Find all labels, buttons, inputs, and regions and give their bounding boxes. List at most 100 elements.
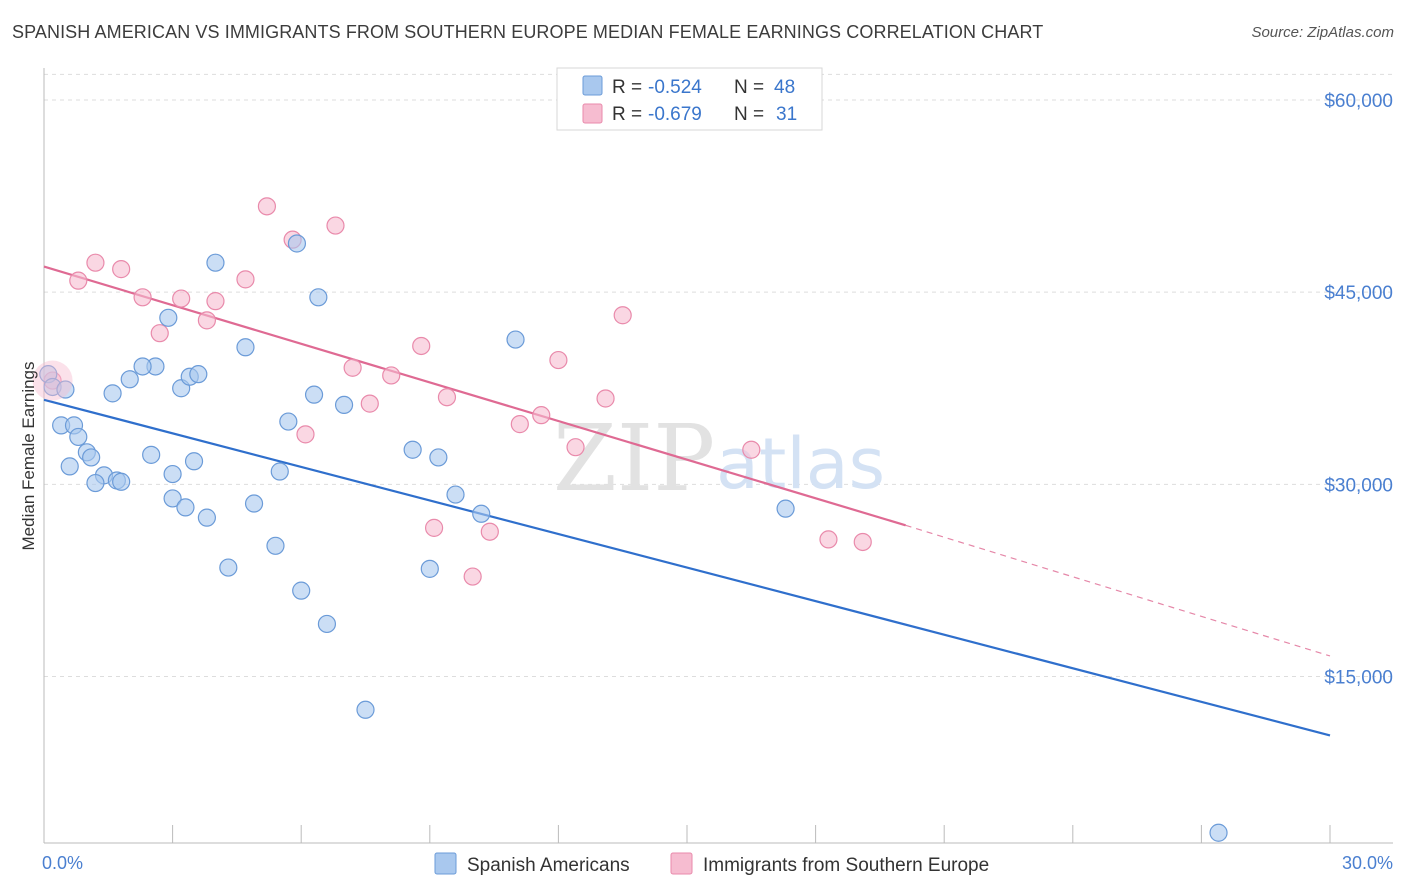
trend-line-1 — [43, 265, 906, 527]
point-spanish-american-2 — [56, 380, 75, 399]
point-southern-europe-9 — [236, 270, 255, 289]
trend-line-0 — [43, 398, 1331, 737]
watermark-atlas: atlas — [716, 423, 885, 505]
point-spanish-american-19 — [163, 489, 182, 508]
trend-lines — [43, 265, 1331, 737]
data-points — [32, 197, 1228, 842]
point-southern-europe-29 — [819, 530, 838, 549]
x-tick-label-30: 30.0% — [1342, 853, 1393, 873]
y-tick-label-3: $60,000 — [1324, 91, 1393, 112]
point-spanish-american-35 — [292, 581, 311, 600]
point-spanish-american-14 — [103, 384, 122, 403]
legend-swatch-blue — [582, 75, 603, 96]
legend-n-value-pink: 31 — [776, 104, 797, 125]
series-legend-swatch-pink — [670, 852, 693, 875]
point-southern-europe-15 — [360, 394, 379, 413]
point-southern-europe-21 — [480, 522, 499, 541]
point-spanish-american-34 — [287, 234, 307, 253]
point-southern-europe-16 — [382, 366, 401, 385]
point-southern-europe-10 — [257, 197, 277, 216]
legend-r-value-blue: -0.524 — [648, 77, 702, 98]
axes — [43, 68, 1393, 844]
source-credit: Source: ZipAtlas.com — [1251, 24, 1394, 41]
point-spanish-american-46 — [506, 330, 525, 349]
point-spanish-american-18 — [159, 308, 178, 327]
point-spanish-american-33 — [279, 412, 298, 431]
y-tick-label-1: $30,000 — [1324, 475, 1393, 496]
point-spanish-american-30 — [244, 494, 264, 513]
legend-r-label-pink: R = — [612, 104, 642, 125]
series-legend-label-pink: Immigrants from Southern Europe — [703, 855, 989, 876]
point-southern-europe-20 — [463, 567, 482, 586]
point-southern-europe-1 — [69, 271, 88, 290]
point-spanish-american-27 — [206, 253, 225, 272]
point-spanish-american-17 — [142, 445, 161, 464]
point-southern-europe-5 — [150, 324, 169, 343]
legend-n-label-pink: N = — [734, 104, 764, 125]
point-spanish-american-21 — [184, 452, 204, 471]
point-southern-europe-8 — [206, 292, 225, 311]
point-spanish-american-40 — [356, 700, 375, 719]
point-spanish-american-16 — [133, 357, 152, 376]
point-southern-europe-7 — [197, 311, 216, 330]
point-spanish-american-42 — [420, 559, 439, 578]
point-southern-europe-30 — [853, 532, 872, 552]
legend-n-label-blue: N = — [734, 77, 764, 98]
point-spanish-american-10 — [86, 473, 105, 493]
point-spanish-american-8 — [60, 457, 79, 476]
y-tick-label-0: $15,000 — [1324, 667, 1393, 688]
point-spanish-american-25 — [189, 365, 208, 384]
series-legend-swatch-blue — [434, 852, 457, 875]
point-spanish-american-22 — [163, 464, 182, 484]
legend-r-value-pink: -0.679 — [648, 104, 702, 125]
legend-n-value-blue: 48 — [774, 77, 795, 98]
point-spanish-american-41 — [403, 440, 422, 459]
point-southern-europe-6 — [172, 289, 191, 308]
point-spanish-american-12 — [112, 472, 131, 491]
point-spanish-american-28 — [219, 558, 238, 577]
point-spanish-american-37 — [309, 288, 328, 307]
point-spanish-american-31 — [266, 536, 285, 555]
point-southern-europe-27 — [613, 306, 632, 325]
point-southern-europe-13 — [326, 216, 345, 235]
point-spanish-american-38 — [317, 614, 337, 634]
x-tick-labels: 0.0% 30.0% — [42, 853, 1393, 873]
point-spanish-american-26 — [197, 508, 216, 527]
point-southern-europe-14 — [343, 358, 362, 377]
point-southern-europe-cluster — [32, 360, 73, 401]
point-spanish-american-39 — [334, 395, 354, 415]
point-spanish-american-48 — [1209, 823, 1228, 842]
point-spanish-american-43 — [429, 448, 448, 467]
point-spanish-american-29 — [236, 338, 255, 357]
x-tick-label-0: 0.0% — [42, 853, 83, 873]
point-southern-europe-28 — [742, 440, 761, 459]
point-spanish-american-5 — [69, 427, 88, 447]
point-spanish-american-47 — [776, 499, 795, 518]
point-spanish-american-20 — [176, 498, 195, 517]
point-spanish-american-7 — [82, 448, 101, 467]
point-southern-europe-2 — [86, 253, 105, 272]
stats-legend: R = -0.524 N = 48 R = -0.679 N = 31 — [556, 67, 823, 131]
series-legend-label-blue: Spanish Americans — [467, 855, 630, 876]
point-southern-europe-22 — [510, 415, 529, 434]
chart-title: SPANISH AMERICAN VS IMMIGRANTS FROM SOUT… — [12, 22, 1044, 42]
point-spanish-american-44 — [446, 485, 465, 504]
y-axis-label: Median Female Earnings — [19, 362, 38, 551]
series-legend: Spanish Americans Immigrants from Southe… — [434, 852, 989, 876]
point-spanish-american-32 — [270, 462, 289, 481]
point-southern-europe-4 — [133, 288, 152, 307]
gridlines — [44, 73, 1393, 677]
point-southern-europe-26 — [596, 389, 615, 408]
watermark: ZIP atlas — [553, 405, 885, 512]
point-southern-europe-12 — [296, 425, 315, 444]
point-southern-europe-19 — [437, 388, 457, 407]
legend-r-label-blue: R = — [612, 77, 642, 98]
point-southern-europe-23 — [532, 406, 551, 425]
trend-line-extension-1 — [905, 524, 1331, 657]
y-tick-label-2: $45,000 — [1324, 283, 1393, 304]
point-spanish-american-36 — [304, 385, 324, 404]
point-southern-europe-3 — [112, 260, 131, 279]
y-tick-labels: $15,000 $30,000 $45,000 $60,000 — [1324, 91, 1393, 688]
point-southern-europe-17 — [412, 336, 431, 356]
